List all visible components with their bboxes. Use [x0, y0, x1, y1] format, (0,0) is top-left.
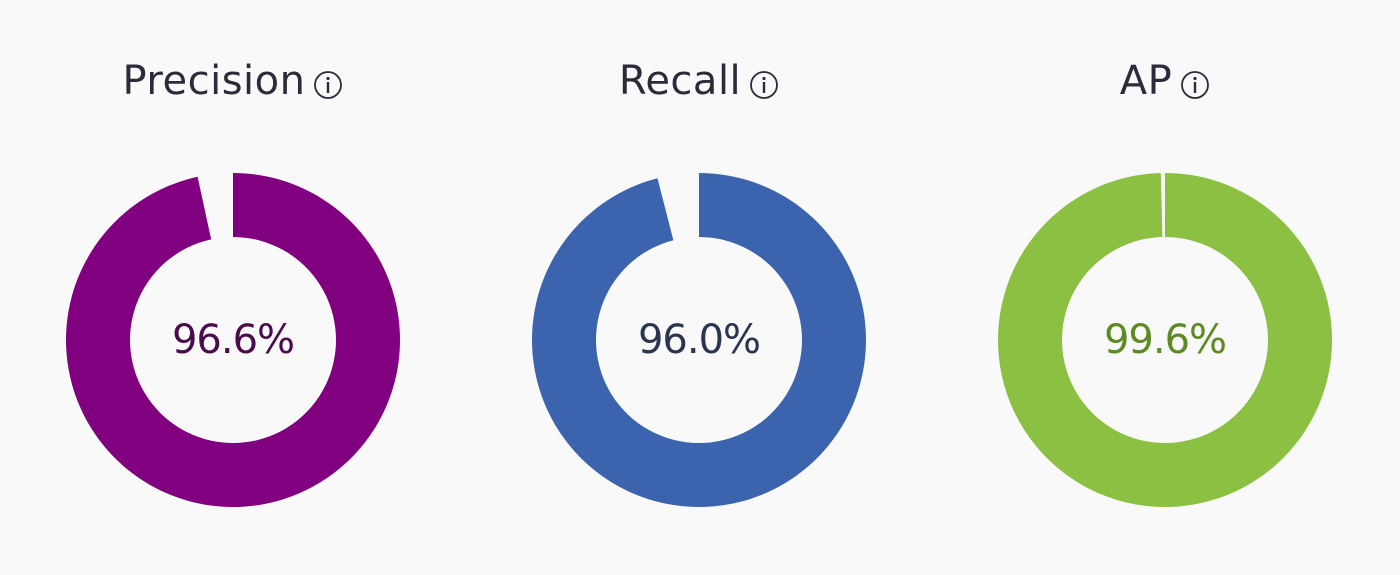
donut-chart: 99.6% — [995, 170, 1335, 510]
metric-title: Recall — [618, 58, 742, 104]
metric-card-ap: AP 99.6% — [932, 0, 1398, 575]
donut-value-label: 99.6% — [1103, 317, 1227, 363]
donut-value-label: 96.6% — [171, 317, 295, 363]
info-icon[interactable] — [749, 70, 779, 100]
metric-card-recall: Recall 96.0% — [466, 0, 932, 575]
donut-chart: 96.0% — [529, 170, 869, 510]
donut-value-arc — [66, 173, 401, 507]
donut-chart: 96.6% — [63, 170, 403, 510]
donut-value-label: 96.0% — [637, 317, 761, 363]
metric-title: Precision — [122, 58, 306, 104]
metric-title: AP — [1119, 58, 1173, 104]
metric-header: Recall — [466, 58, 932, 104]
info-icon[interactable] — [313, 70, 343, 100]
metric-card-precision: Precision 96.6% — [0, 0, 466, 575]
metric-header: AP — [932, 58, 1398, 104]
info-icon[interactable] — [1180, 70, 1210, 100]
donut-value-arc — [532, 173, 866, 508]
metric-header: Precision — [0, 58, 466, 104]
donut-value-arc — [998, 173, 1332, 507]
